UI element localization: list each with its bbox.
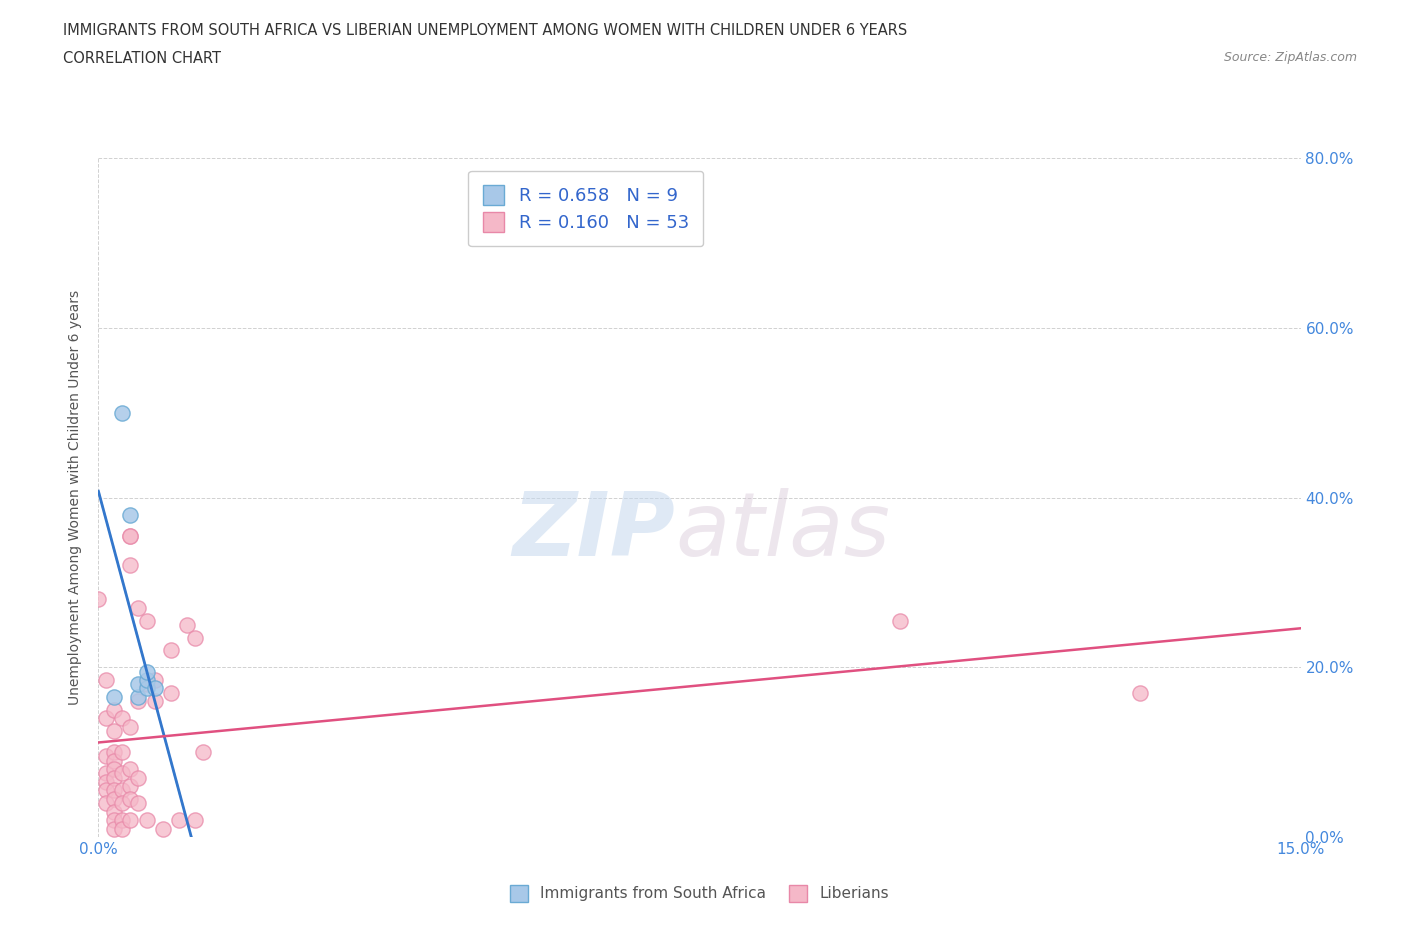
Point — [111, 783, 134, 798]
Point — [96, 775, 118, 790]
Text: CORRELATION CHART: CORRELATION CHART — [63, 51, 221, 66]
Point — [143, 681, 166, 696]
Point — [159, 643, 181, 658]
Point — [152, 821, 174, 836]
Text: atlas: atlas — [675, 488, 890, 575]
Point — [159, 685, 181, 700]
Point — [120, 719, 142, 734]
Point — [167, 813, 190, 828]
Point — [120, 791, 142, 806]
Point — [111, 821, 134, 836]
Point — [103, 821, 125, 836]
Point — [111, 405, 134, 420]
Point — [103, 753, 125, 768]
Point — [111, 813, 134, 828]
Point — [103, 762, 125, 777]
Point — [128, 677, 150, 692]
Point — [889, 613, 911, 628]
Point — [183, 631, 205, 645]
Point — [143, 694, 166, 709]
Point — [135, 664, 157, 679]
Y-axis label: Unemployment Among Women with Children Under 6 years: Unemployment Among Women with Children U… — [69, 290, 83, 705]
Point — [120, 558, 142, 573]
Point — [111, 711, 134, 725]
Point — [96, 783, 118, 798]
Point — [135, 813, 157, 828]
Point — [96, 749, 118, 764]
Point — [128, 601, 150, 616]
Point — [96, 796, 118, 811]
Legend: Immigrants from South Africa, Liberians: Immigrants from South Africa, Liberians — [501, 876, 898, 910]
Text: Source: ZipAtlas.com: Source: ZipAtlas.com — [1223, 51, 1357, 64]
Point — [103, 745, 125, 760]
Point — [128, 796, 150, 811]
Point — [1129, 685, 1152, 700]
Point — [120, 762, 142, 777]
Point — [120, 528, 142, 543]
Point — [135, 672, 157, 687]
Point — [120, 813, 142, 828]
Point — [191, 745, 214, 760]
Point — [103, 783, 125, 798]
Point — [128, 689, 150, 704]
Text: IMMIGRANTS FROM SOUTH AFRICA VS LIBERIAN UNEMPLOYMENT AMONG WOMEN WITH CHILDREN : IMMIGRANTS FROM SOUTH AFRICA VS LIBERIAN… — [63, 23, 907, 38]
Point — [103, 689, 125, 704]
Point — [103, 724, 125, 738]
Point — [183, 813, 205, 828]
Point — [87, 592, 110, 607]
Point — [103, 813, 125, 828]
Point — [128, 694, 150, 709]
Point — [96, 672, 118, 687]
Point — [135, 677, 157, 692]
Point — [103, 804, 125, 819]
Point — [111, 745, 134, 760]
Point — [111, 766, 134, 781]
Point — [96, 766, 118, 781]
Point — [120, 507, 142, 522]
Point — [120, 778, 142, 793]
Point — [176, 618, 198, 632]
Point — [128, 770, 150, 785]
Point — [103, 791, 125, 806]
Point — [120, 528, 142, 543]
Point — [111, 796, 134, 811]
Point — [103, 702, 125, 717]
Text: ZIP: ZIP — [513, 488, 675, 575]
Point — [96, 711, 118, 725]
Point — [143, 672, 166, 687]
Point — [135, 681, 157, 696]
Point — [103, 770, 125, 785]
Point — [135, 613, 157, 628]
